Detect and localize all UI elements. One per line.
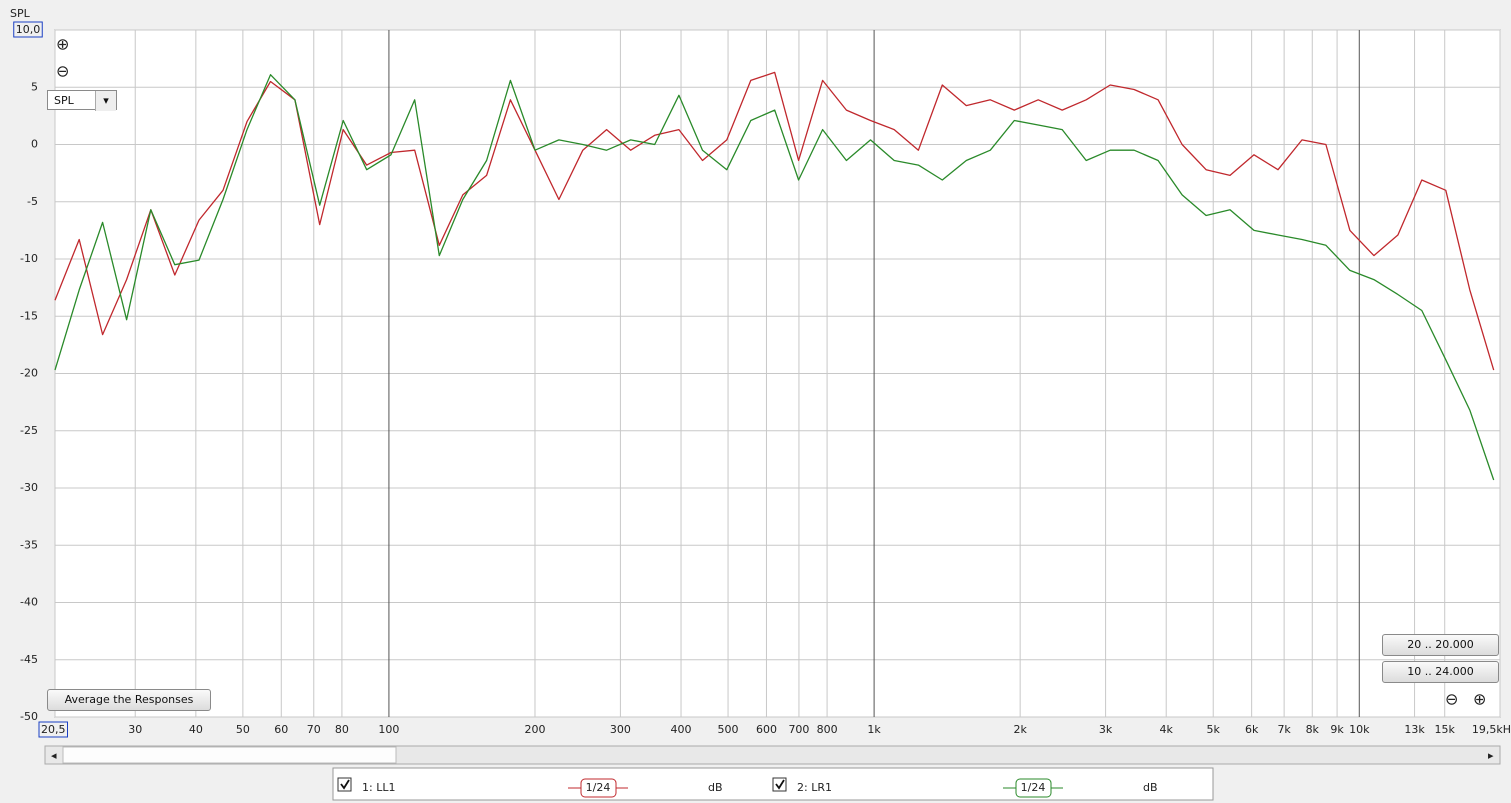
- y-tick-label: -50: [20, 710, 38, 723]
- y-tick-label: -20: [20, 367, 38, 380]
- x-tick-label: 5k: [1207, 723, 1221, 736]
- x-limit-box: [38, 721, 68, 738]
- y-tick-label: -25: [20, 424, 38, 437]
- legend-label: 1: LL1: [362, 781, 395, 794]
- dropdown-text: SPL: [54, 94, 74, 107]
- x-tick-label: 6k: [1245, 723, 1259, 736]
- x-tick-label: 40: [189, 723, 203, 736]
- x-tick-label: 4k: [1160, 723, 1174, 736]
- legend-label: 2: LR1: [797, 781, 832, 794]
- x-tick-label: 19,5kH: [1472, 723, 1511, 736]
- x-tick-label: 8k: [1306, 723, 1320, 736]
- legend-smoothing-box: [1015, 778, 1052, 798]
- series-line: [54, 74, 1495, 481]
- x-tick-label: 100: [378, 723, 399, 736]
- range-button[interactable]: 10 .. 24.000: [1382, 661, 1499, 683]
- y-tick-label: -30: [20, 481, 38, 494]
- y-tick-label: -10: [20, 252, 38, 265]
- x-tick-label: 7k: [1277, 723, 1291, 736]
- average-button[interactable]: Average the Responses: [47, 689, 211, 711]
- legend-check: [340, 779, 350, 790]
- legend-smoothing: 1/24: [1021, 781, 1046, 794]
- y-limit-box: [13, 21, 43, 38]
- plot-layer: [54, 29, 1501, 718]
- x-tick-label: 80: [335, 723, 349, 736]
- x-tick-label: 300: [610, 723, 631, 736]
- dropdown[interactable]: SPL ▾: [47, 90, 117, 111]
- x-tick-label: 700: [788, 723, 809, 736]
- zoom-in[interactable]: ⊕: [56, 35, 69, 54]
- dropdown-arrow: ▾: [95, 91, 116, 111]
- scrollbar[interactable]: [44, 745, 1501, 765]
- scrollbar-thumb[interactable]: [62, 746, 397, 764]
- x-tick-label: 600: [756, 723, 777, 736]
- x-tick-label: 1k: [867, 723, 881, 736]
- legend-unit: dB: [1143, 781, 1158, 794]
- x-tick-label: 13k: [1404, 723, 1425, 736]
- legend-smoothing: 1/24: [586, 781, 611, 794]
- x-tick-label: 20,5: [41, 723, 66, 736]
- x-tick-label: 10k: [1349, 723, 1370, 736]
- y-tick-label: -35: [20, 538, 38, 551]
- y-tick-label: 5: [31, 80, 38, 93]
- y-tick-label: -15: [20, 309, 38, 322]
- x-tick-label: 9k: [1330, 723, 1344, 736]
- y-tick-label: 0: [31, 138, 38, 151]
- x-tick-label: 400: [671, 723, 692, 736]
- range-button[interactable]: 20 .. 20.000: [1382, 634, 1499, 656]
- legend-checkbox[interactable]: [337, 777, 352, 792]
- x-tick-label: 50: [236, 723, 250, 736]
- x-tick-label: 60: [274, 723, 288, 736]
- y-tick-label: -45: [20, 653, 38, 666]
- scroll-right[interactable]: ▸: [1488, 749, 1494, 762]
- legend: 1: LL1 1/24 dB 2: LR1 1/24 dB: [332, 767, 1214, 801]
- zoom-out[interactable]: ⊖: [56, 62, 69, 81]
- x-tick-label: 30: [128, 723, 142, 736]
- legend-smoothing-box: [580, 778, 617, 798]
- zoom-in-x[interactable]: ⊕: [1473, 690, 1486, 709]
- y-tick-label: 10,0: [16, 23, 41, 36]
- legend-checkbox[interactable]: [772, 777, 787, 792]
- legend-unit: dB: [708, 781, 723, 794]
- x-tick-label: 200: [524, 723, 545, 736]
- y-tick-label: -40: [20, 596, 38, 609]
- scroll-left[interactable]: ◂: [51, 749, 57, 762]
- x-tick-label: 70: [307, 723, 321, 736]
- zoom-out-x[interactable]: ⊖: [1445, 690, 1458, 709]
- x-tick-label: 500: [718, 723, 739, 736]
- x-tick-label: 15k: [1435, 723, 1456, 736]
- x-tick-label: 3k: [1099, 723, 1113, 736]
- y-tick-label: -5: [27, 195, 38, 208]
- x-tick-label: 2k: [1013, 723, 1027, 736]
- y-axis-label: SPL: [10, 7, 31, 20]
- x-tick-label: 800: [817, 723, 838, 736]
- legend-check: [775, 779, 785, 790]
